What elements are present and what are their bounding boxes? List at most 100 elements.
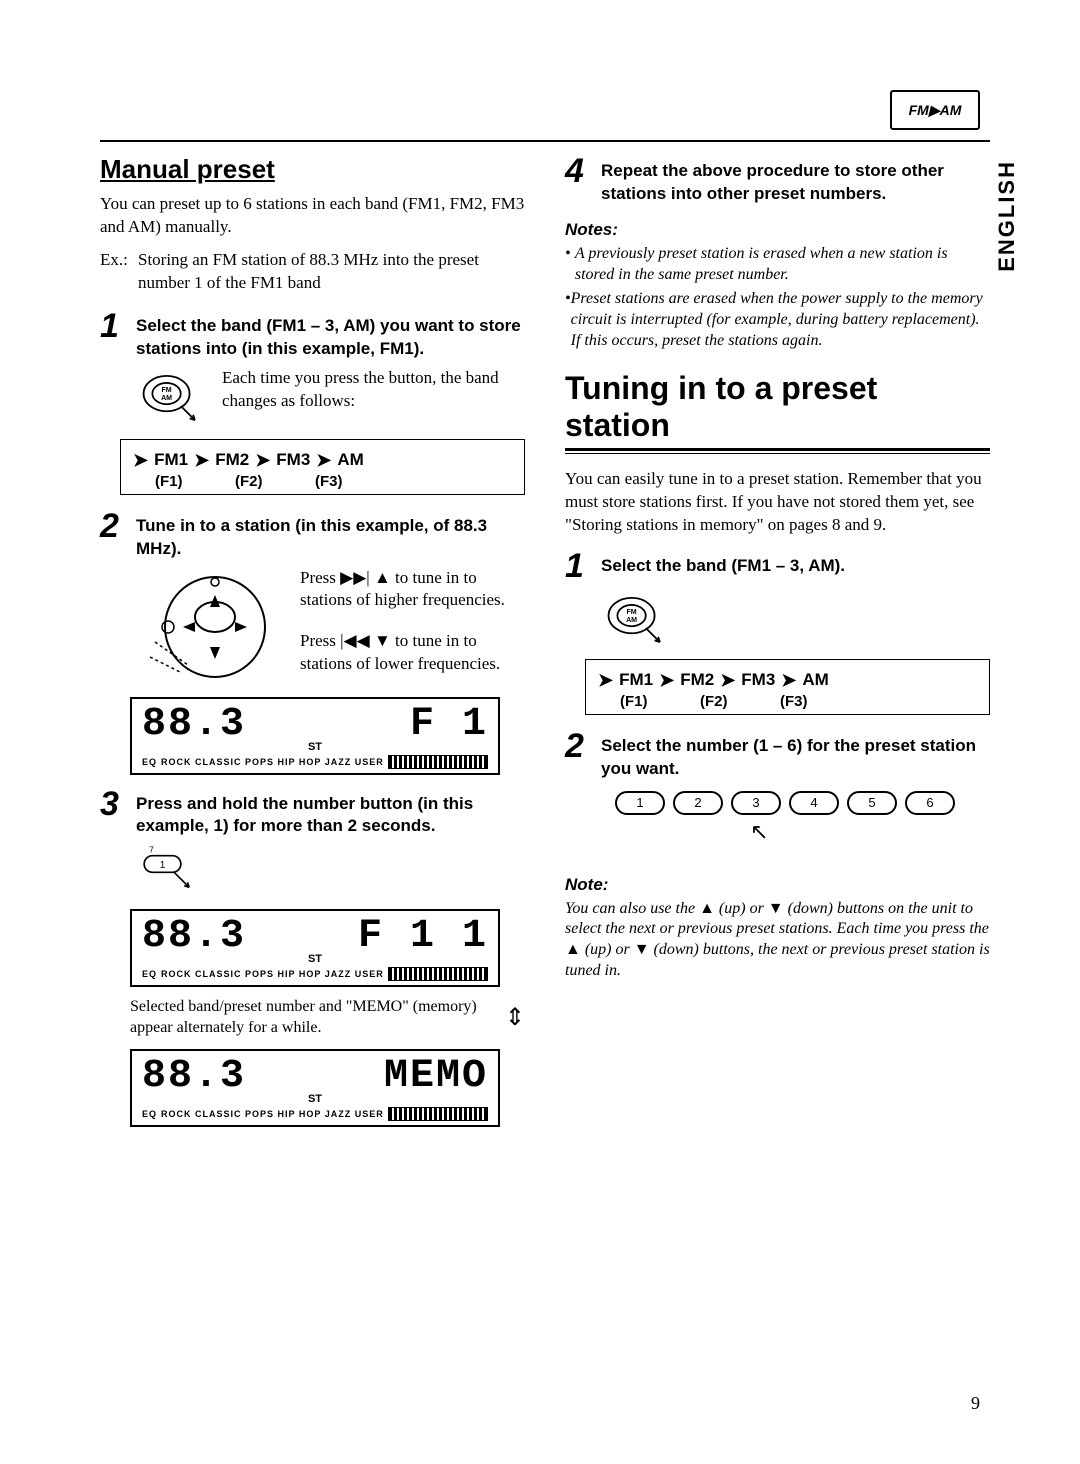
lcd-modes: ROCK CLASSIC POPS HIP HOP JAZZ USER xyxy=(161,1109,384,1119)
right-column: 4 Repeat the above procedure to store ot… xyxy=(565,154,990,1137)
caption-text: Selected band/preset number and "MEMO" (… xyxy=(130,997,505,1039)
arrow-icon: ➤ xyxy=(316,450,331,471)
step-1-text: Select the band (FM1 – 3, AM) you want t… xyxy=(136,309,525,361)
lcd-display-2: 88.3 F 1 1 ST EQ ROCK CLASSIC POPS HIP H… xyxy=(130,909,500,987)
number-button-icon: 7 1 xyxy=(140,844,525,899)
lcd1-band: F 1 xyxy=(410,705,488,745)
band-sub-f2: (F2) xyxy=(700,693,774,710)
page-number: 9 xyxy=(971,1393,980,1414)
r-step-1: 1 Select the band (FM1 – 3, AM). xyxy=(565,549,990,583)
svg-text:FM: FM xyxy=(161,385,171,393)
lcd-bars-icon xyxy=(388,967,488,981)
section-title-manual-preset: Manual preset xyxy=(100,154,525,185)
lcd2-band: F 1 1 xyxy=(358,917,488,957)
lcd-eq-icon: EQ xyxy=(142,969,157,979)
top-rule xyxy=(100,140,990,142)
r-step-2-text: Select the number (1 – 6) for the preset… xyxy=(601,729,990,781)
r-step-1-text: Select the band (FM1 – 3, AM). xyxy=(601,549,990,583)
lcd-display-3: 88.3 MEMO ST EQ ROCK CLASSIC POPS HIP HO… xyxy=(130,1049,500,1127)
intro2-text: You can easily tune in to a preset stati… xyxy=(565,468,990,537)
tuning-dial-icon xyxy=(140,567,280,687)
bullet-icon: • xyxy=(565,244,575,286)
step-num-3: 3 xyxy=(100,787,136,839)
step-num-1: 1 xyxy=(100,309,136,361)
lcd3-memo: MEMO xyxy=(384,1057,488,1097)
step-4: 4 Repeat the above procedure to store ot… xyxy=(565,154,990,206)
band-sub-f3: (F3) xyxy=(315,473,389,490)
lcd-modes: ROCK CLASSIC POPS HIP HOP JAZZ USER xyxy=(161,969,384,979)
band-sub-f1: (F1) xyxy=(620,693,694,710)
note-text-2: You can also use the ▲ (up) or ▼ (down) … xyxy=(565,899,990,982)
band-cycle-box-2: ➤ FM1 ➤ FM2 ➤ FM3 ➤ AM (F1) (F2) (F3) xyxy=(585,659,990,715)
example-text: Ex.: Storing an FM station of 88.3 MHz i… xyxy=(100,249,525,295)
band-am: AM xyxy=(802,670,828,690)
note-2-text: Preset stations are erased when the powe… xyxy=(571,289,990,351)
preset-6: 6 xyxy=(905,791,955,815)
step-2: 2 Tune in to a station (in this example,… xyxy=(100,509,525,561)
arrow-icon: ➤ xyxy=(598,670,613,691)
band-am: AM xyxy=(337,450,363,470)
svg-text:AM: AM xyxy=(626,615,637,623)
band-fm3: FM3 xyxy=(276,450,310,470)
lcd-eq-icon: EQ xyxy=(142,757,157,767)
band-fm1: FM1 xyxy=(154,450,188,470)
band-cycle-box: ➤ FM1 ➤ FM2 ➤ FM3 ➤ AM (F1) (F2) (F3) xyxy=(120,439,525,495)
arrow-icon: ➤ xyxy=(194,450,209,471)
arrow-icon: ➤ xyxy=(133,450,148,471)
svg-text:FM: FM xyxy=(626,607,636,615)
tune-up-text: Press ▶▶| ▲ to tune in to stations of hi… xyxy=(300,567,525,613)
lcd3-freq: 88.3 xyxy=(142,1057,246,1097)
pointer-icon: ↖ xyxy=(750,819,990,845)
svg-text:AM: AM xyxy=(161,393,172,401)
note-1: • A previously preset station is erased … xyxy=(565,244,990,286)
note-heading-2: Note: xyxy=(565,875,990,895)
lcd-modes: ROCK CLASSIC POPS HIP HOP JAZZ USER xyxy=(161,757,384,767)
band-sub-f1: (F1) xyxy=(155,473,229,490)
preset-4: 4 xyxy=(789,791,839,815)
lcd-eq-icon: EQ xyxy=(142,1109,157,1119)
label-1: 1 xyxy=(160,861,166,872)
fm-am-badge: FM▶AM xyxy=(890,90,980,130)
arrow-icon: ➤ xyxy=(659,670,674,691)
note-2: • Preset stations are erased when the po… xyxy=(565,289,990,351)
preset-2: 2 xyxy=(673,791,723,815)
tune-down-text: Press |◀◀ ▼ to tune in to stations of lo… xyxy=(300,630,525,676)
step-3-text: Press and hold the number button (in thi… xyxy=(136,787,525,839)
language-tab: ENGLISH xyxy=(994,160,1020,272)
step-4-text: Repeat the above procedure to store othe… xyxy=(601,154,990,206)
ex-label: Ex.: xyxy=(100,249,138,295)
ex-body: Storing an FM station of 88.3 MHz into t… xyxy=(138,249,525,295)
band-fm2: FM2 xyxy=(680,670,714,690)
double-rule xyxy=(565,448,990,454)
band-fm3: FM3 xyxy=(741,670,775,690)
arrow-icon: ➤ xyxy=(720,670,735,691)
r-step-2: 2 Select the number (1 – 6) for the pres… xyxy=(565,729,990,781)
r-step-num-2: 2 xyxy=(565,729,601,781)
notes-heading: Notes: xyxy=(565,220,990,240)
arrow-icon: ➤ xyxy=(781,670,796,691)
preset-5: 5 xyxy=(847,791,897,815)
left-column: Manual preset You can preset up to 6 sta… xyxy=(100,154,525,1137)
fm-am-button-icon: FM AM xyxy=(140,367,202,429)
lcd-display-1: 88.3 F 1 ST EQ ROCK CLASSIC POPS HIP HOP… xyxy=(130,697,500,775)
band-fm2: FM2 xyxy=(215,450,249,470)
step-1: 1 Select the band (FM1 – 3, AM) you want… xyxy=(100,309,525,361)
lcd1-freq: 88.3 xyxy=(142,705,246,745)
step-3: 3 Press and hold the number button (in t… xyxy=(100,787,525,839)
band-sub-f2: (F2) xyxy=(235,473,309,490)
step-2-text: Tune in to a station (in this example, o… xyxy=(136,509,525,561)
lcd-bars-icon xyxy=(388,1107,488,1121)
updown-icon: ⇕ xyxy=(505,1003,525,1034)
intro-text: You can preset up to 6 stations in each … xyxy=(100,193,525,239)
preset-button-row: 1 2 3 4 5 6 xyxy=(615,791,990,815)
preset-3: 3 xyxy=(731,791,781,815)
step-1-desc: Each time you press the button, the band… xyxy=(222,367,525,413)
lcd-bars-icon xyxy=(388,755,488,769)
arrow-icon: ➤ xyxy=(255,450,270,471)
step-num-2: 2 xyxy=(100,509,136,561)
step-num-4: 4 xyxy=(565,154,601,206)
section-title-tuning: Tuning in to a preset station xyxy=(565,370,990,444)
r-step-num-1: 1 xyxy=(565,549,601,583)
lcd2-freq: 88.3 xyxy=(142,917,246,957)
preset-1: 1 xyxy=(615,791,665,815)
